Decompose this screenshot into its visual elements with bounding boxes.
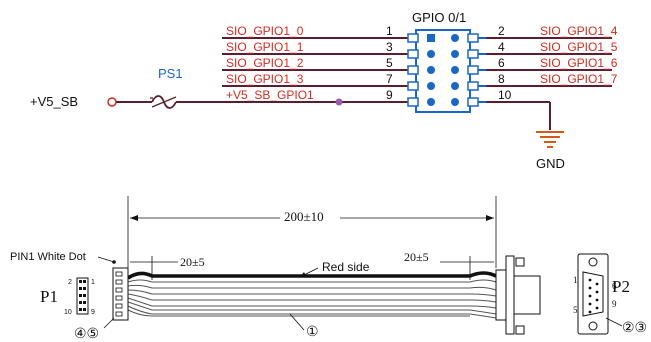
net-label: SIO_GPIO1_2: [226, 56, 304, 70]
net-label: SIO_GPIO1_1: [226, 40, 304, 54]
callout-leader: [289, 313, 305, 331]
p2-pin: 9: [612, 299, 617, 309]
db9-connector-side: [495, 255, 541, 335]
callout-p1: ④⑤: [74, 327, 99, 342]
fuse-label: PS1: [158, 66, 183, 81]
p1-pin-header: 2 1 10 9: [64, 277, 95, 316]
net-label: SIO_GPIO1_5: [540, 40, 618, 54]
right-wires: [486, 37, 612, 87]
pin-number: 3: [386, 40, 393, 54]
p2-db9-connector: 1 6 5 9: [573, 253, 617, 335]
net-label: SIO_GPIO1_6: [540, 56, 618, 70]
screw-hole-icon: [588, 257, 598, 267]
connector-title: GPIO 0/1: [412, 10, 466, 25]
p1-ribbon-housing: [112, 267, 129, 321]
ribbon-cable: [127, 271, 497, 319]
pin-number: 7: [386, 72, 393, 86]
pin1-dot-icon: [112, 260, 116, 264]
pin-number: 4: [498, 40, 505, 54]
pin-number: 6: [498, 56, 505, 70]
strip-label-left: 20±5: [180, 255, 205, 269]
length-dimension: 200±10: [284, 209, 324, 224]
pin-number: 10: [498, 88, 512, 102]
net-label: SIO_GPIO1_0: [226, 24, 304, 38]
p2-label: P2: [612, 277, 630, 296]
power-label: +V5_SB: [30, 94, 78, 109]
strip-label-right: 20±5: [404, 250, 429, 264]
p1-pin: 1: [91, 279, 95, 286]
callout-leader: [605, 317, 623, 327]
ground-label: GND: [536, 156, 565, 171]
fuse-icon: [150, 95, 177, 109]
cable-drawing: 200±10 20±5 20±5 Red side ① PIN1 White D…: [10, 196, 647, 342]
screw-hole-icon: [588, 321, 598, 331]
pin-number: 2: [498, 24, 505, 38]
power-terminal-icon: [107, 97, 117, 107]
pin-number: 9: [386, 88, 393, 102]
net-label: SIO_GPIO1_3: [226, 72, 304, 86]
callout-p2: ②③: [622, 321, 647, 336]
left-wires: [222, 37, 408, 87]
net-label: +V5_SB_GPIO1: [226, 88, 314, 102]
net-label: SIO_GPIO1_7: [540, 72, 618, 86]
p1-label: P1: [40, 287, 58, 306]
junction-dot: [335, 98, 343, 106]
p2-pin: 5: [573, 305, 578, 315]
schematic: GPIO 0/1 SIO_GPIO1_0 SIO_GPIO1_1 SIO_GPI…: [30, 10, 618, 171]
arrow-left-icon: [130, 215, 138, 221]
pin1-leader: [97, 256, 115, 263]
p1-pin: 2: [68, 279, 72, 286]
p2-pin: 1: [573, 275, 578, 285]
callout-leader: [103, 317, 115, 329]
p1-pin: 10: [64, 309, 72, 316]
arrow-right-icon: [486, 215, 494, 221]
pin-number: 8: [498, 72, 505, 86]
gpio-header-connector: [407, 29, 486, 113]
arrow-icon: [300, 272, 306, 277]
pin1-label: PIN1 White Dot: [10, 251, 86, 263]
pin-number: 1: [386, 24, 393, 38]
ground-icon: [536, 131, 564, 148]
callout-wire: ①: [306, 325, 319, 340]
p2-pin: 6: [612, 281, 617, 291]
pin-number: 5: [386, 56, 393, 70]
p1-pin: 9: [91, 309, 95, 316]
red-side-label: Red side: [322, 260, 370, 274]
net-label: SIO_GPIO1_4: [540, 24, 618, 38]
